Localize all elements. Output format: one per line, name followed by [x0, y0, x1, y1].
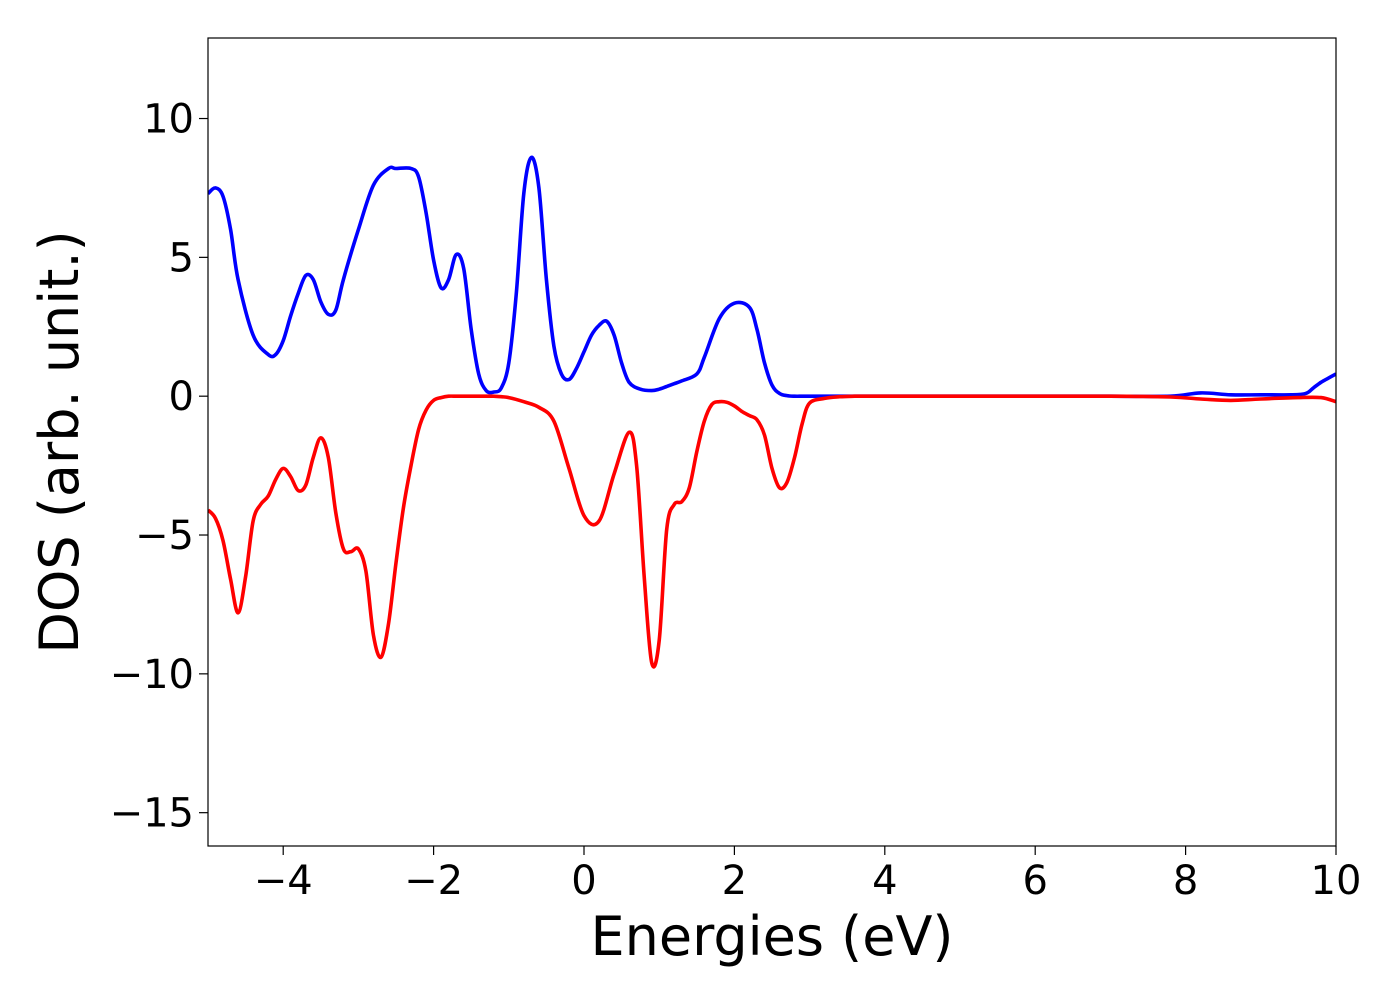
y-tick-label: 0	[169, 374, 194, 420]
x-tick-label: 10	[1311, 858, 1362, 904]
x-tick-label: 2	[722, 858, 747, 904]
y-tick-label: 5	[169, 235, 194, 281]
plot-lines	[208, 155, 1336, 669]
y-tick-label: −5	[135, 513, 194, 559]
y-tick-label: 10	[143, 97, 194, 143]
axis-ticks: −4 −2 0 2 4 6 8 10 10 5 0 −5 −10 −15	[110, 97, 1362, 904]
x-tick-label: −4	[254, 858, 313, 904]
series-line-1	[208, 155, 1336, 399]
x-axis-title: Energies (eV)	[591, 905, 954, 968]
plot-frame	[207, 37, 1337, 847]
x-tick-label: −2	[404, 858, 463, 904]
y-tick-label: −10	[110, 652, 194, 698]
x-tick-label: 0	[571, 858, 596, 904]
series-line-2	[208, 394, 1336, 669]
x-tick-label: 6	[1022, 858, 1047, 904]
y-tick-label: −15	[110, 791, 194, 837]
x-tick-label: 8	[1173, 858, 1198, 904]
y-axis-title: DOS (arb. unit.)	[28, 230, 91, 653]
x-tick-label: 4	[872, 858, 897, 904]
